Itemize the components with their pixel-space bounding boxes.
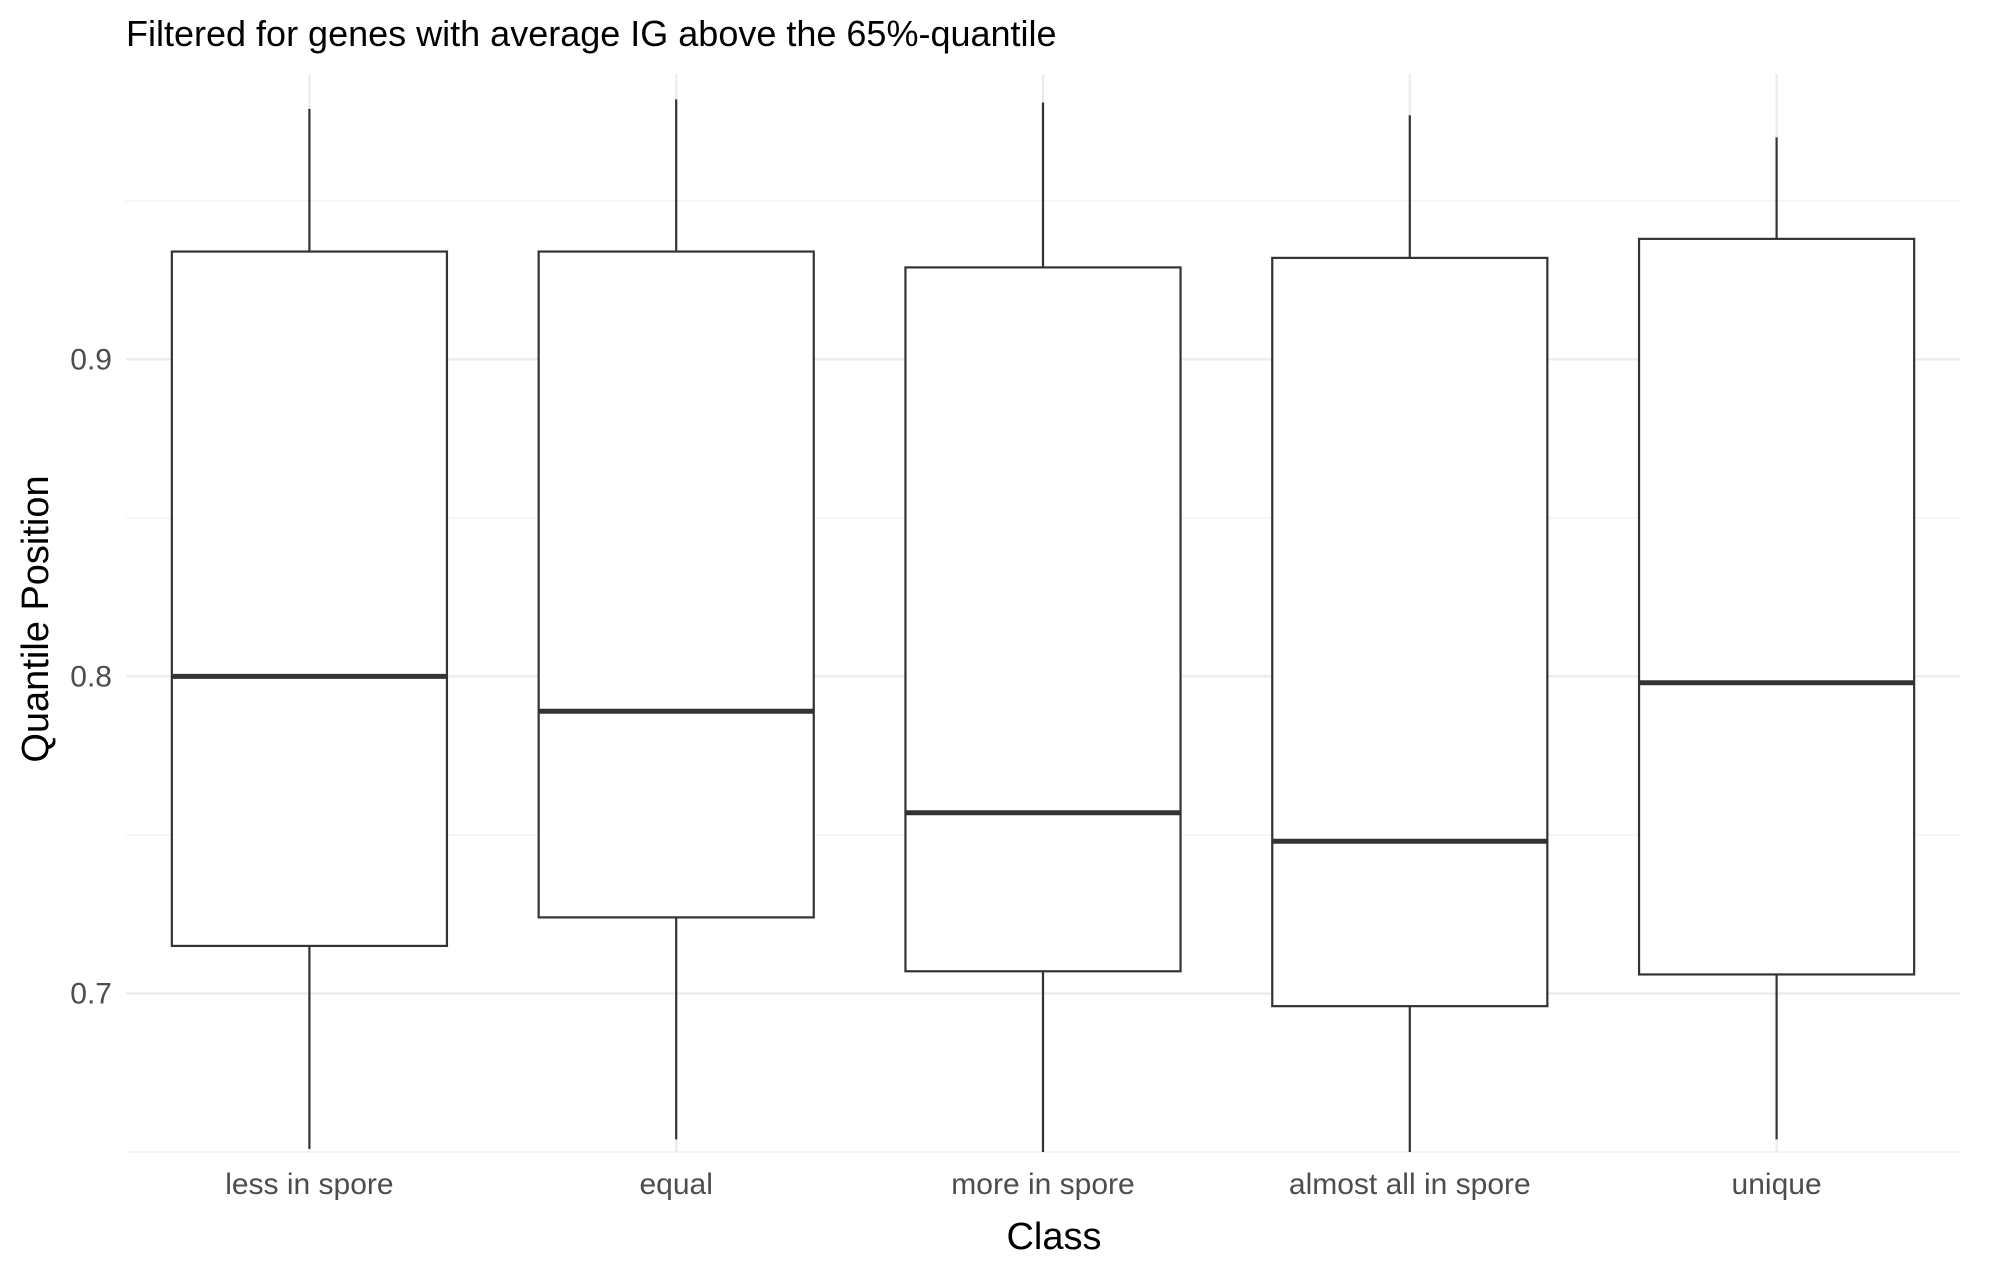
box-equal [537,99,815,1140]
box-unique [1637,137,1916,1140]
iqr-box [170,250,449,948]
x-tick-label: equal [639,1168,712,1201]
box-less-in-spore [170,108,449,1149]
x-tick-label: less in spore [225,1168,393,1201]
y-tick-label: 0.7 [70,977,112,1010]
box-almost-all-in-spore [1271,115,1549,1152]
iqr-box [1271,256,1549,1008]
iqr-box [537,250,815,919]
x-tick-label: more in spore [951,1168,1134,1201]
y-tick-label: 0.9 [70,343,112,376]
iqr-box [904,266,1182,973]
x-axis-ticks: less in spore equal more in spore almost al… [225,1168,1821,1201]
box-more-in-spore [904,102,1182,1152]
y-axis-ticks: 0.7 0.8 0.9 [70,343,112,1010]
chart-title: Filtered for genes with average IG above… [126,13,1057,54]
x-tick-label: almost all in spore [1289,1168,1531,1201]
x-axis-title: Class [1006,1216,1101,1258]
iqr-box [1637,237,1916,976]
y-axis-title: Quantile Position [15,475,57,762]
x-tick-label: unique [1732,1168,1822,1201]
y-tick-label: 0.8 [70,660,112,693]
box-series [170,99,1916,1152]
